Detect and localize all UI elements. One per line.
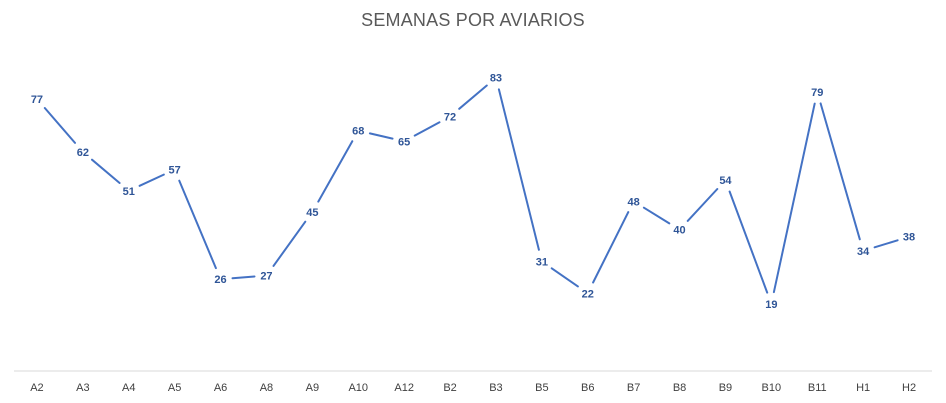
x-tick-label: A4 <box>122 382 135 394</box>
x-tick-label: A6 <box>214 382 227 394</box>
x-tick-label: B9 <box>719 382 732 394</box>
data-label: 51 <box>123 186 135 198</box>
data-label: 27 <box>260 271 272 283</box>
data-label: 57 <box>169 165 181 177</box>
data-label: 72 <box>444 112 456 124</box>
data-label: 34 <box>857 246 870 258</box>
x-tick-label: A3 <box>76 382 89 394</box>
x-tick-label: A8 <box>260 382 273 394</box>
data-label: 62 <box>77 147 89 159</box>
data-label: 79 <box>811 87 823 99</box>
data-label: 54 <box>719 175 732 187</box>
series-line <box>43 84 899 294</box>
x-tick-label: A12 <box>394 382 414 394</box>
x-tick-label: H2 <box>902 382 916 394</box>
data-label: 77 <box>31 94 43 106</box>
data-label: 19 <box>765 299 777 311</box>
data-label: 40 <box>673 225 685 237</box>
x-tick-label: A2 <box>30 382 43 394</box>
x-tick-label: B2 <box>443 382 456 394</box>
x-axis-tick-labels: A2 A3 A4 A5 A6 A8 A9 A10 A12 B2 B3 B5 B6 B7 B8 B9 B10 B11… <box>30 382 916 394</box>
data-label: 26 <box>214 274 226 286</box>
x-tick-label: B6 <box>581 382 594 394</box>
data-label: 45 <box>306 207 318 219</box>
data-label: 38 <box>903 232 915 244</box>
chart-title: SEMANAS POR AVIARIOS <box>361 10 585 30</box>
x-tick-label: B8 <box>673 382 686 394</box>
data-labels: 77 62 51 57 26 27 45 68 65 72 83 31 22 48 40 54 19 79 34 38 <box>31 73 915 311</box>
x-tick-label: B5 <box>535 382 548 394</box>
x-tick-label: B7 <box>627 382 640 394</box>
x-tick-label: A10 <box>348 382 368 394</box>
data-label: 83 <box>490 73 502 85</box>
x-tick-label: B11 <box>808 382 827 394</box>
x-tick-label: B3 <box>489 382 502 394</box>
data-label: 31 <box>536 256 548 268</box>
x-tick-label: B10 <box>762 382 782 394</box>
data-label: 68 <box>352 126 364 138</box>
data-label: 22 <box>582 288 594 300</box>
data-label: 48 <box>628 196 640 208</box>
x-tick-label: H1 <box>856 382 870 394</box>
x-tick-label: A5 <box>168 382 181 394</box>
x-tick-label: A9 <box>306 382 319 394</box>
data-label: 65 <box>398 136 410 148</box>
